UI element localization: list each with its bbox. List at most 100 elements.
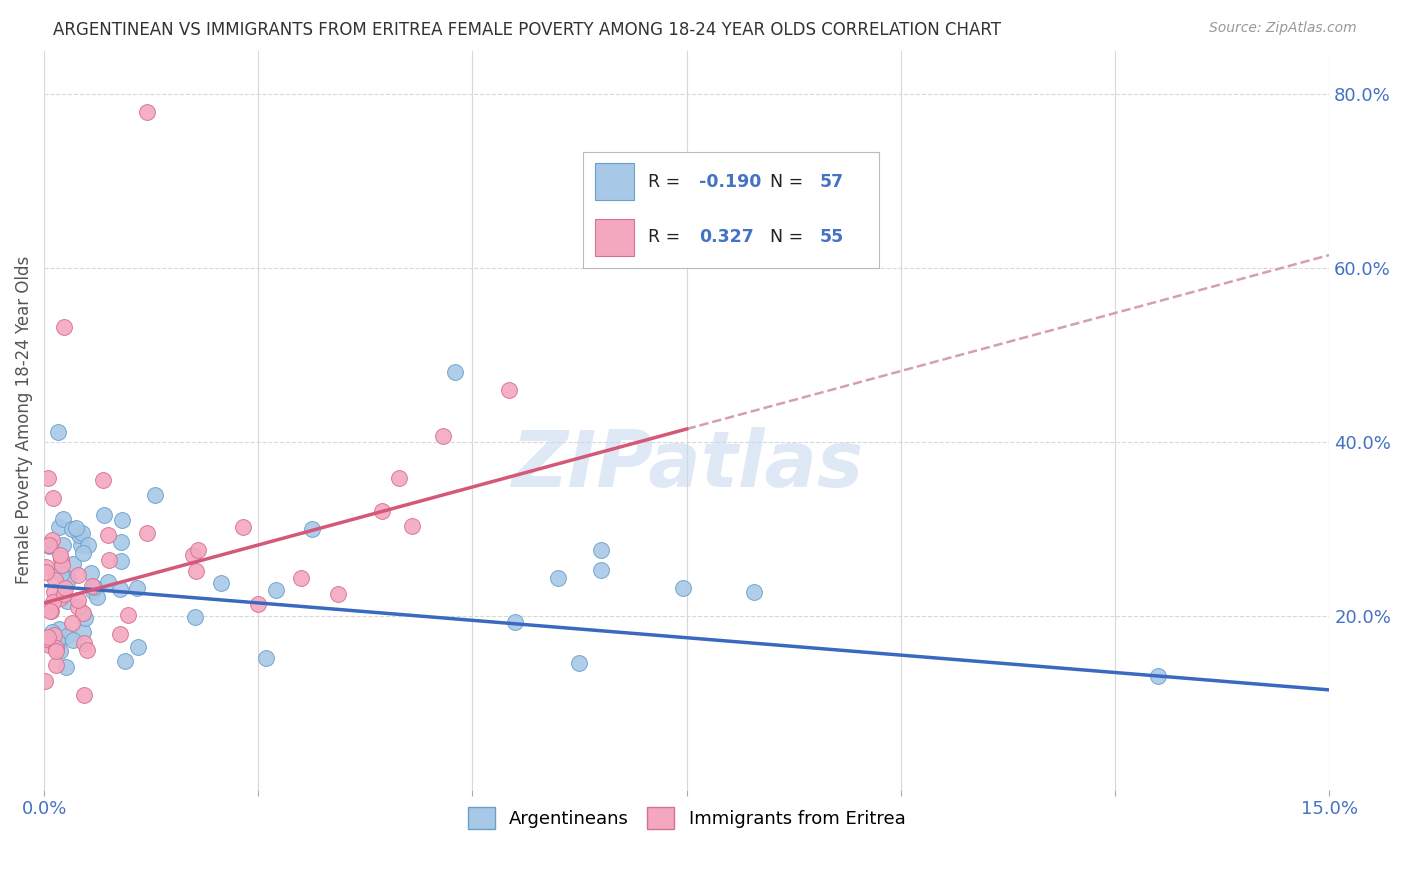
- Point: [45, 640, 67, 655]
- Point: [70, 538, 93, 552]
- Point: [181, 548, 204, 562]
- Point: [82, 584, 104, 599]
- Text: ARGENTINEAN VS IMMIGRANTS FROM ERITREA FEMALE POVERTY AMONG 18-24 YEAR OLDS CORR: ARGENTINEAN VS IMMIGRANTS FROM ERITREA F…: [53, 21, 1001, 39]
- Point: [56, 594, 79, 608]
- Point: [135, 525, 157, 540]
- Point: [41, 605, 63, 619]
- Point: [232, 520, 254, 534]
- Point: [110, 535, 132, 549]
- Point: [55, 660, 77, 674]
- Point: [135, 104, 157, 119]
- Point: [37, 630, 59, 644]
- Point: [80, 566, 103, 580]
- Point: [56, 575, 79, 590]
- Point: [38, 638, 60, 652]
- Point: [110, 582, 132, 597]
- Point: [187, 543, 209, 558]
- Point: [72, 607, 94, 622]
- Point: [110, 554, 132, 568]
- Point: [568, 656, 591, 670]
- Point: [125, 581, 148, 595]
- Point: [72, 546, 94, 560]
- Point: [589, 564, 612, 578]
- Point: [184, 564, 207, 578]
- Text: N =: N =: [769, 173, 808, 191]
- Point: [35, 560, 58, 574]
- Point: [387, 471, 409, 485]
- Point: [66, 568, 89, 582]
- Point: [67, 592, 90, 607]
- Legend: Argentineans, Immigrants from Eritrea: Argentineans, Immigrants from Eritrea: [461, 800, 912, 837]
- Point: [35, 632, 58, 646]
- Y-axis label: Female Poverty Among 18-24 Year Olds: Female Poverty Among 18-24 Year Olds: [15, 256, 32, 584]
- Text: 57: 57: [820, 173, 844, 191]
- Point: [76, 642, 98, 657]
- Point: [51, 558, 73, 572]
- Point: [254, 650, 277, 665]
- Point: [72, 526, 94, 541]
- Point: [117, 608, 139, 623]
- Point: [52, 512, 75, 526]
- Point: [143, 488, 166, 502]
- Point: [37, 471, 59, 485]
- Point: [498, 383, 520, 397]
- Point: [45, 658, 67, 673]
- Point: [41, 624, 63, 639]
- Point: [505, 615, 527, 630]
- Text: 0.327: 0.327: [699, 228, 754, 246]
- Point: [744, 585, 766, 599]
- Point: [72, 625, 94, 640]
- Point: [91, 473, 114, 487]
- Point: [80, 579, 103, 593]
- Point: [110, 627, 132, 641]
- Point: [52, 538, 75, 552]
- Point: [67, 528, 90, 542]
- Point: [86, 590, 108, 604]
- Point: [73, 635, 96, 649]
- Point: [72, 606, 94, 620]
- Point: [51, 552, 73, 566]
- Point: [35, 565, 58, 579]
- Text: -0.190: -0.190: [699, 173, 761, 191]
- Text: N =: N =: [769, 228, 808, 246]
- Point: [73, 611, 96, 625]
- Point: [56, 571, 79, 585]
- Point: [39, 604, 62, 618]
- Point: [62, 557, 84, 571]
- Point: [266, 582, 288, 597]
- Text: R =: R =: [648, 228, 692, 246]
- Point: [42, 491, 65, 506]
- Point: [38, 539, 60, 553]
- Bar: [595, 219, 634, 256]
- Point: [672, 581, 695, 595]
- Point: [247, 597, 270, 611]
- Point: [53, 581, 76, 595]
- Point: [547, 571, 569, 585]
- Point: [93, 508, 115, 523]
- Bar: [595, 163, 634, 201]
- Point: [38, 538, 60, 552]
- Point: [49, 591, 72, 606]
- Point: [183, 610, 205, 624]
- Point: [53, 586, 76, 600]
- Point: [589, 542, 612, 557]
- Point: [48, 643, 70, 657]
- Point: [48, 520, 70, 534]
- Point: [62, 633, 84, 648]
- Point: [45, 644, 67, 658]
- Text: Source: ZipAtlas.com: Source: ZipAtlas.com: [1209, 21, 1357, 36]
- Point: [97, 527, 120, 541]
- Point: [301, 522, 323, 536]
- Point: [98, 553, 121, 567]
- Point: [48, 622, 70, 636]
- Point: [209, 575, 232, 590]
- Point: [49, 548, 72, 562]
- Point: [49, 566, 72, 581]
- Point: [44, 574, 66, 588]
- Point: [370, 504, 392, 518]
- Point: [290, 572, 312, 586]
- Point: [46, 634, 69, 648]
- Point: [114, 654, 136, 668]
- Point: [97, 575, 120, 590]
- Point: [73, 688, 96, 702]
